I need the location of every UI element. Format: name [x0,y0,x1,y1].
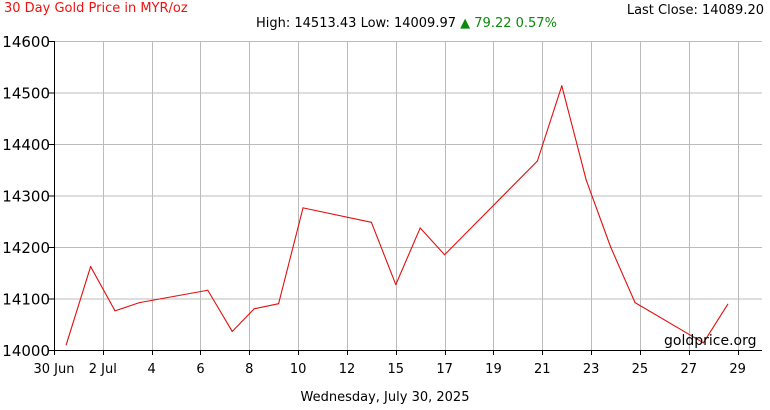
change-value: 79.22 0.57% [474,16,557,31]
x-tick-label: 29 [729,362,746,377]
grid-lines [54,41,762,351]
y-tick-labels: 14000 14100 14200 14300 14400 14500 14600 [2,33,50,360]
y-tick-label: 14300 [2,188,50,206]
watermark: goldprice.org [664,333,757,349]
price-line-segment [90,266,116,312]
series-lines [65,85,729,346]
price-line-segment [419,227,446,256]
price-line-segment [634,302,704,344]
price-line-segment [444,160,538,256]
price-line-segment [253,303,280,310]
high-label: High: 14513.43 [256,16,357,31]
y-tick-label: 14100 [2,291,50,309]
price-line-segment [395,227,421,286]
price-line-segment [702,303,729,344]
low-label: Low: 14009.97 [360,16,456,31]
x-tick-label: 19 [485,362,502,377]
date-label: Wednesday, July 30, 2025 [300,390,470,405]
price-line-segment [302,207,372,223]
last-close-label: Last Close: 14089.20 [626,3,764,18]
price-line-segment [278,207,304,305]
change-up-arrow-icon: ▲ [460,16,471,31]
chart-title: 30 Day Gold Price in MYR/oz [4,1,188,16]
price-line-segment [370,221,397,286]
price-line-segment [65,266,92,346]
x-tick-label: 2 Jul [89,362,117,377]
x-tick-label: 15 [388,362,405,377]
price-line-segment [585,179,612,248]
x-tick-label: 8 [245,362,253,377]
price-line-segment [610,246,636,304]
price-line-segment [138,289,209,304]
price-line-segment [207,289,233,333]
price-line-segment [536,85,563,162]
y-tick-label: 14200 [2,239,50,257]
x-tick-label: 12 [339,362,356,377]
price-line-segment [114,302,140,312]
axes [49,41,762,355]
x-tick-label: 4 [148,362,156,377]
price-line-segment [231,308,255,333]
y-tick-label: 14500 [2,85,50,103]
x-tick-label: 25 [632,362,649,377]
x-tick-label: 21 [534,362,551,377]
x-tick-label: 23 [583,362,600,377]
price-line-segment [561,85,587,181]
x-tick-label: 30 Jun [34,362,75,377]
y-tick-label: 14600 [2,33,50,51]
x-tick-label: 10 [290,362,307,377]
x-tick-label: 6 [196,362,204,377]
x-tick-labels: 30 Jun 2 Jul 4 6 8 10 12 15 17 19 21 23 25 27 29 [34,362,746,377]
price-stats: High: 14513.43 Low: 14009.97 ▲ 79.22 0.5… [256,16,557,31]
y-tick-label: 14000 [2,342,50,360]
y-tick-label: 14400 [2,136,50,154]
x-tick-label: 17 [436,362,453,377]
x-tick-label: 27 [680,362,697,377]
